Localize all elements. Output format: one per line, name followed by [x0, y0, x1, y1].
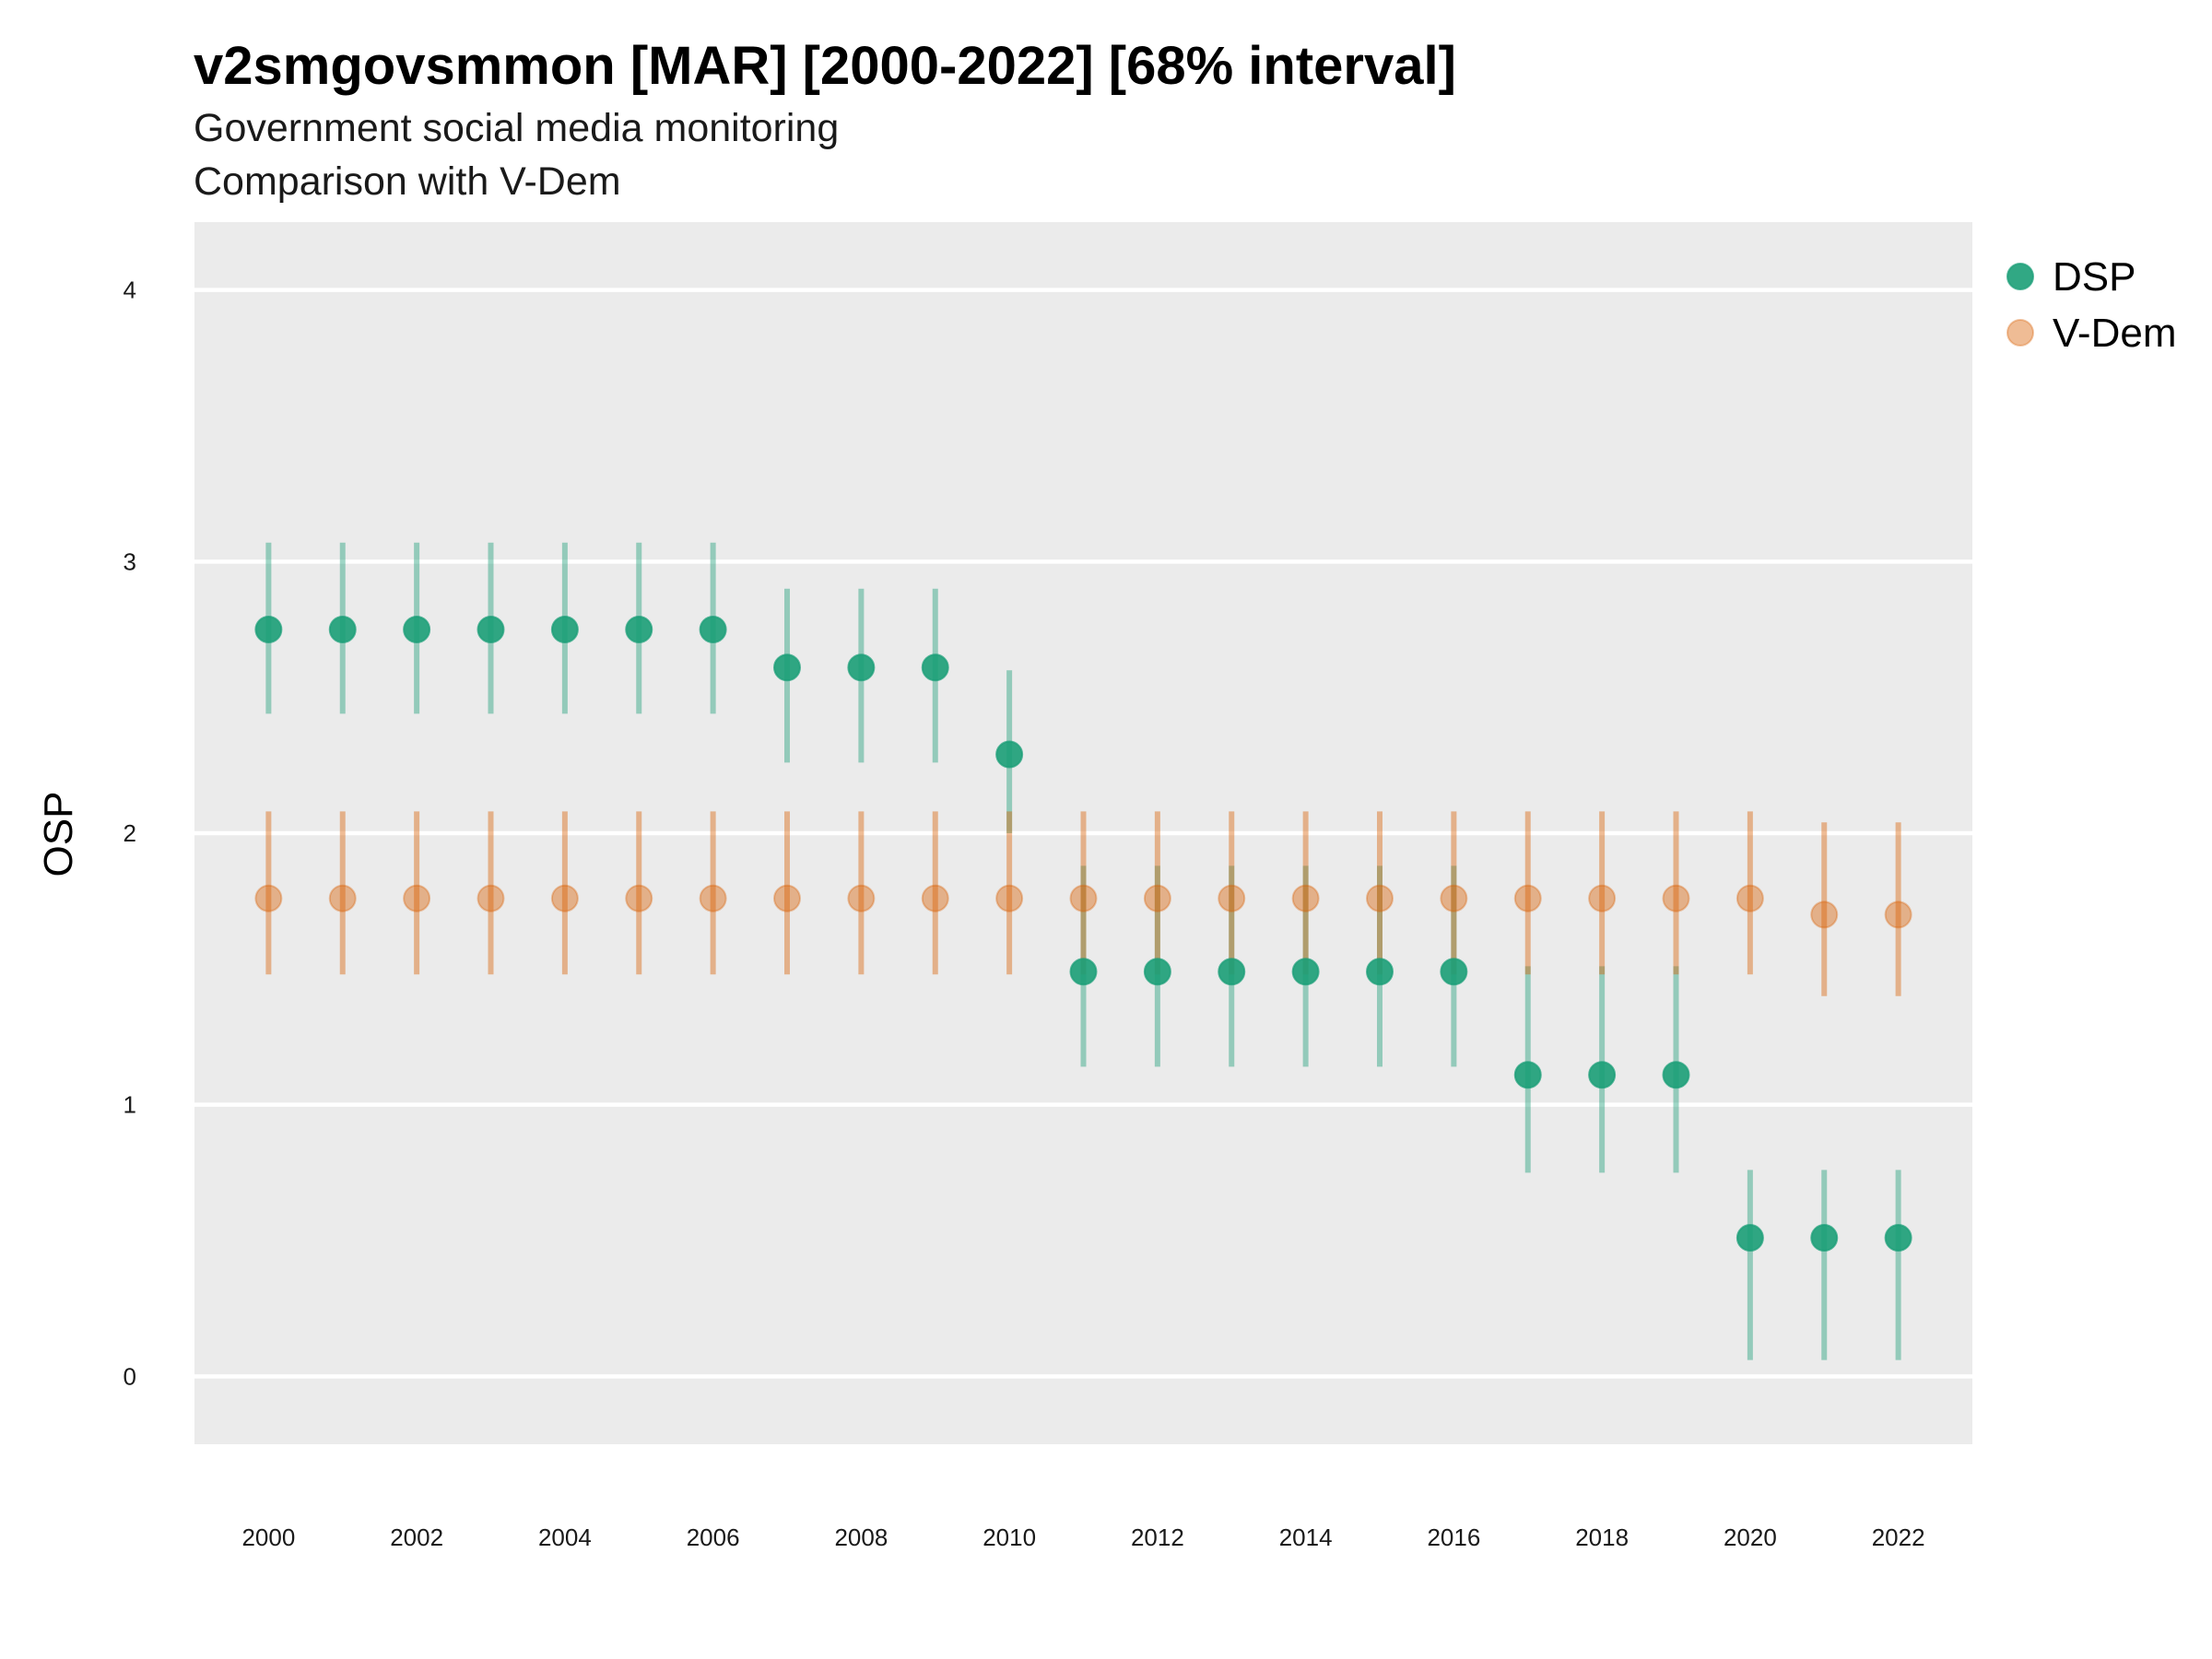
y-tick-label: 4	[124, 276, 136, 304]
y-tick-label: 2	[124, 819, 136, 847]
chart-title: v2smgovsmmon [MAR] [2000-2022] [68% inte…	[194, 36, 1456, 96]
legend-key-v-dem	[2006, 319, 2034, 347]
data-point-v-dem	[1513, 884, 1542, 912]
data-point-v-dem	[477, 884, 505, 912]
data-point-v-dem	[773, 884, 801, 912]
data-point-v-dem	[1884, 900, 1912, 929]
data-point-dsp	[1513, 1061, 1542, 1089]
chart-subtitle: Government social media monitoring	[194, 106, 840, 150]
x-tick-label: 2012	[1131, 1524, 1184, 1551]
x-axis-ticks: 2000 2002 2004 2006 2008 2010 2012 2014 2016 2018…	[241, 1524, 1924, 1551]
data-point-dsp	[550, 616, 579, 643]
y-axis-title: OSP	[36, 792, 81, 877]
data-point-dsp	[1440, 958, 1468, 986]
data-point-v-dem	[1069, 884, 1098, 912]
data-point-dsp	[477, 616, 505, 643]
data-point-dsp	[1069, 958, 1098, 986]
data-marks	[254, 542, 1912, 1360]
x-tick-label: 2006	[687, 1524, 740, 1551]
x-tick-label: 2004	[538, 1524, 592, 1551]
x-tick-label: 2002	[390, 1524, 443, 1551]
data-point-v-dem	[625, 884, 653, 912]
x-tick-label: 2014	[1279, 1524, 1333, 1551]
data-point-v-dem	[699, 884, 727, 912]
data-point-v-dem	[1366, 884, 1394, 912]
data-point-v-dem	[995, 884, 1024, 912]
x-tick-label: 2010	[982, 1524, 1036, 1551]
x-tick-label: 2016	[1427, 1524, 1480, 1551]
data-point-dsp	[1884, 1224, 1912, 1253]
data-point-v-dem	[1291, 884, 1320, 912]
x-tick-label: 2018	[1575, 1524, 1629, 1551]
data-point-dsp	[403, 616, 431, 643]
data-point-dsp	[699, 616, 727, 643]
x-tick-label: 2022	[1872, 1524, 1925, 1551]
data-point-v-dem	[1735, 884, 1764, 912]
data-point-dsp	[1218, 958, 1246, 986]
data-point-dsp	[1143, 958, 1171, 986]
data-point-v-dem	[403, 884, 431, 912]
data-point-v-dem	[921, 884, 949, 912]
chart-subtitle: Comparison with V-Dem	[194, 159, 621, 204]
data-point-v-dem	[254, 884, 283, 912]
y-tick-label: 0	[124, 1362, 136, 1390]
data-point-dsp	[773, 653, 801, 682]
y-axis-ticks: 0 1 2 3 4	[124, 276, 136, 1391]
data-point-dsp	[254, 616, 283, 643]
legend-label: V-Dem	[2053, 311, 2176, 356]
data-point-v-dem	[1218, 884, 1246, 912]
data-point-dsp	[1735, 1224, 1764, 1253]
grid-lines	[194, 288, 1972, 1379]
data-point-v-dem	[328, 884, 357, 912]
data-point-v-dem	[1810, 900, 1839, 929]
legend-key-dsp	[2006, 263, 2034, 290]
data-point-dsp	[1291, 958, 1320, 986]
x-tick-label: 2020	[1724, 1524, 1777, 1551]
data-point-dsp	[847, 653, 876, 682]
data-point-dsp	[328, 616, 357, 643]
data-point-dsp	[921, 653, 949, 682]
legend: DSP V-Dem	[2006, 254, 2176, 356]
x-tick-label: 2008	[834, 1524, 888, 1551]
data-point-dsp	[995, 740, 1024, 769]
data-point-v-dem	[1143, 884, 1171, 912]
data-point-v-dem	[550, 884, 579, 912]
y-tick-label: 1	[124, 1091, 136, 1119]
y-tick-label: 3	[124, 547, 136, 575]
legend-label: DSP	[2053, 254, 2136, 300]
data-point-dsp	[1366, 958, 1394, 986]
data-point-v-dem	[1662, 884, 1690, 912]
data-point-dsp	[1810, 1224, 1839, 1253]
data-point-v-dem	[847, 884, 876, 912]
data-point-v-dem	[1440, 884, 1468, 912]
data-point-dsp	[1588, 1061, 1617, 1089]
data-point-dsp	[625, 616, 653, 643]
x-tick-label: 2000	[241, 1524, 295, 1551]
data-point-v-dem	[1588, 884, 1617, 912]
data-point-dsp	[1662, 1061, 1690, 1089]
